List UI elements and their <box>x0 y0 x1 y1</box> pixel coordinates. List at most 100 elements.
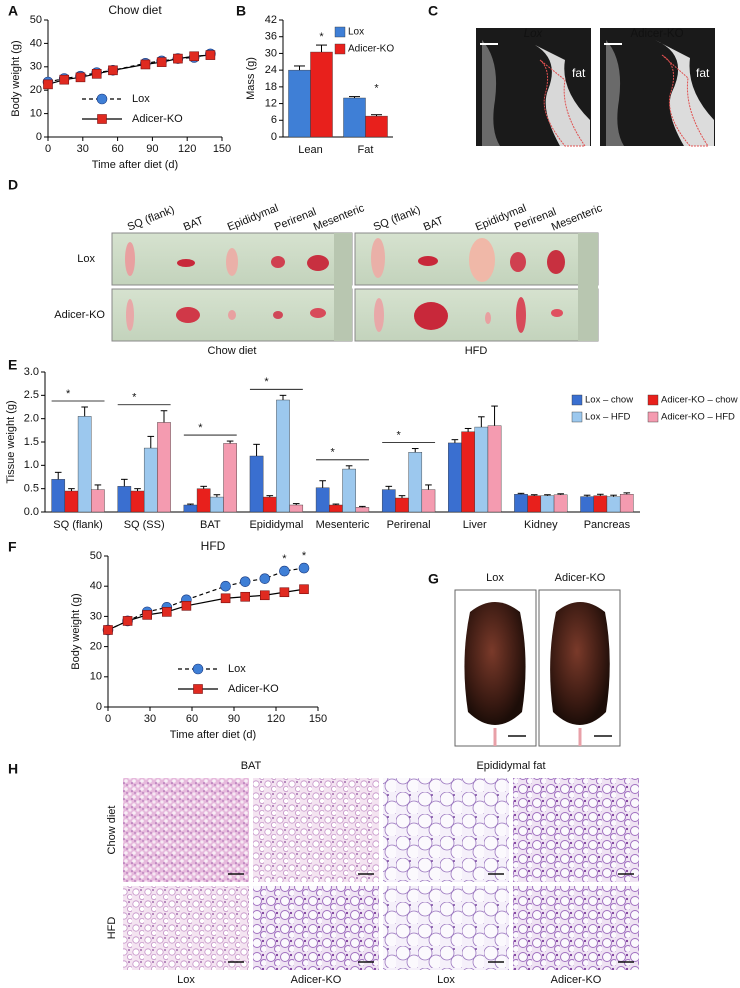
bar <box>606 496 621 513</box>
bar <box>288 69 311 138</box>
error-bar <box>478 416 485 428</box>
error-bar <box>226 440 234 444</box>
error-bar <box>425 484 432 490</box>
marker <box>91 69 102 79</box>
series-line <box>107 567 305 631</box>
marker <box>162 607 172 617</box>
error-bar <box>68 488 75 491</box>
x-tick-label: 0 <box>45 143 51 155</box>
x-tick-label: Perirenal <box>387 519 431 531</box>
x-tick-label: Lean <box>298 144 322 156</box>
scale-bar <box>228 873 634 963</box>
legend-label: Lox <box>348 27 364 38</box>
y-tick-label: 50 <box>30 14 42 26</box>
legend-label: Adicer-KO <box>228 683 279 695</box>
marker <box>239 576 251 587</box>
bar <box>461 431 475 513</box>
y-tick-label: 18 <box>265 81 277 93</box>
y-tick-label: 40 <box>90 580 102 592</box>
y-tick-label: 0 <box>36 131 42 143</box>
error-bar <box>121 478 128 487</box>
image-title: Adicer-KO <box>630 28 683 40</box>
error-bar <box>292 503 300 505</box>
bar <box>355 507 370 513</box>
panel-label: H <box>8 761 18 777</box>
error-bar <box>451 439 459 443</box>
x-tick-label: 0 <box>105 713 111 725</box>
legend-marker <box>192 663 204 675</box>
column-label: Mesenteric <box>550 202 605 233</box>
group-label: Chow diet <box>208 345 257 357</box>
y-axis-label: Body weight (g) <box>10 40 22 116</box>
marker <box>259 573 271 584</box>
y-tick-label: 0 <box>271 131 277 143</box>
chart-title: Chow diet <box>108 3 162 17</box>
y-tick-label: 10 <box>90 671 102 683</box>
x-tick-label: 30 <box>144 713 156 725</box>
image-title: Lox <box>524 28 544 40</box>
y-tick-label: 2.0 <box>24 413 39 425</box>
x-tick-label: Kidney <box>524 519 558 531</box>
group-label: Epididymal fat <box>476 760 545 772</box>
image-title: Lox <box>486 572 504 584</box>
error-bar <box>385 485 393 490</box>
bar <box>249 455 264 513</box>
bar <box>474 426 489 513</box>
legend-label: Lox – HFD <box>585 412 631 423</box>
marker <box>279 565 290 577</box>
marker <box>298 562 310 574</box>
image-annotation: fat <box>572 66 586 80</box>
error-bar <box>359 505 366 508</box>
error-bar <box>345 465 353 470</box>
annotation: * <box>374 83 379 95</box>
legend-label: Adicer-KO – chow <box>661 395 738 406</box>
legend-swatch <box>334 26 346 38</box>
error-bar <box>200 485 207 489</box>
x-tick-label: 60 <box>186 713 198 725</box>
marker <box>43 79 53 90</box>
marker <box>103 625 113 635</box>
error-bar <box>279 394 287 400</box>
column-label: SQ (flank) <box>372 204 422 234</box>
tissue-photo <box>111 232 599 342</box>
error-bar <box>557 493 564 495</box>
error-bar <box>54 471 62 480</box>
bar <box>421 489 436 513</box>
column-label: Adicer-KO <box>551 974 602 986</box>
x-tick-label: Fat <box>358 144 374 156</box>
marker <box>299 584 309 595</box>
error-bar <box>294 65 305 71</box>
bar <box>593 495 608 513</box>
y-tick-label: 30 <box>265 47 277 59</box>
bar <box>64 490 79 513</box>
legend-marker <box>193 684 203 694</box>
mri-image <box>476 28 591 147</box>
bar <box>276 399 290 513</box>
mri-image <box>600 28 715 147</box>
bar <box>343 97 366 138</box>
bar <box>619 494 634 513</box>
legend-label: Lox <box>228 663 246 675</box>
error-bar <box>623 492 631 495</box>
bar <box>315 487 330 513</box>
marker <box>220 593 231 604</box>
column-label: BAT <box>182 215 206 234</box>
bar <box>342 468 356 513</box>
x-tick-label: 90 <box>228 713 240 725</box>
annotation: * <box>397 429 402 441</box>
error-bar <box>332 503 340 505</box>
y-axis-label: Mass (g) <box>245 57 257 100</box>
column-label: Perirenal <box>273 206 318 234</box>
legend-label: Adicer-KO – HFD <box>661 412 735 423</box>
error-bar <box>213 494 221 498</box>
error-bar <box>147 435 155 449</box>
group-label: BAT <box>241 760 262 772</box>
error-bar <box>544 494 551 496</box>
x-tick-label: Epididymal <box>249 519 303 531</box>
error-bar <box>597 493 604 496</box>
annotation: * <box>282 553 287 565</box>
annotation: * <box>66 388 71 400</box>
y-tick-label: 30 <box>90 610 102 622</box>
y-tick-label: 12 <box>265 97 277 109</box>
